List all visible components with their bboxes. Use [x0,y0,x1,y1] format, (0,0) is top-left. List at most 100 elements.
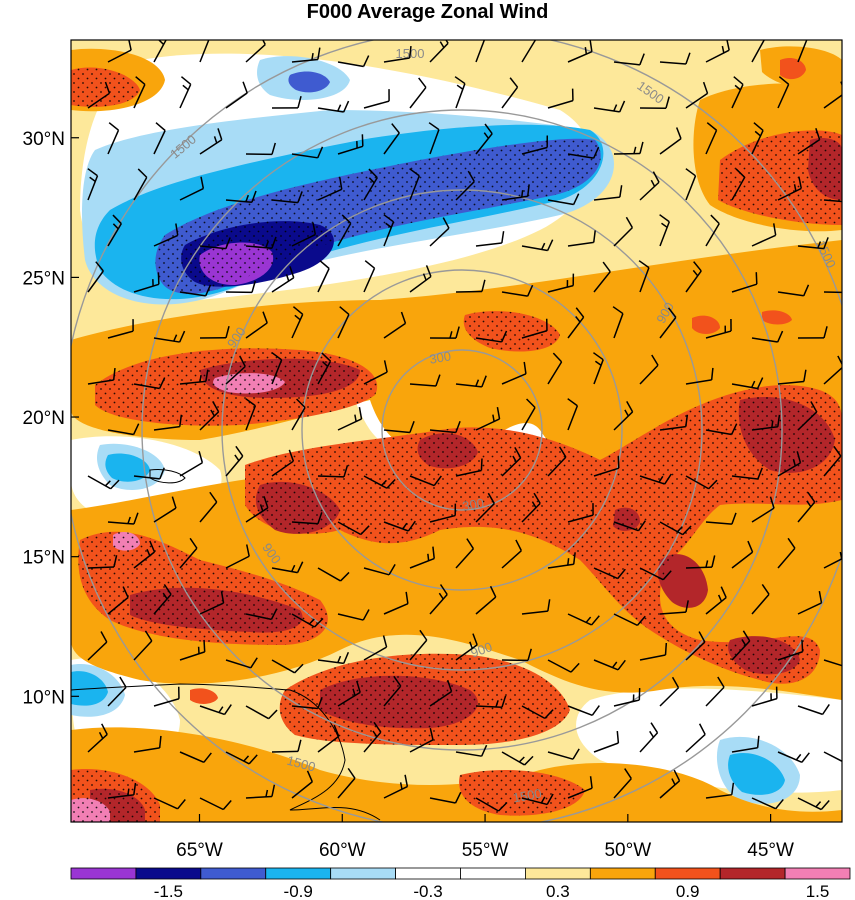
wind-barb [317,260,330,293]
range-ring-label: 300 [428,348,452,367]
wind-barb [501,539,523,569]
wind-barb [731,377,764,390]
wind-barb [87,631,108,661]
wind-barb [454,76,466,109]
wind-barb [639,642,668,661]
wind-barb [317,352,332,385]
wind-barb [612,306,624,339]
range-ring-label: 900 [469,639,495,661]
wind-barb [731,735,760,753]
wind-barb [383,311,407,339]
wind-barb [685,631,706,661]
wind-barb [777,451,802,477]
wind-barb [179,284,212,297]
wind-barb [751,686,778,707]
lat-tick-label: 25°N [23,268,65,289]
wind-barb [383,675,402,707]
colorbar-label: 1.5 [806,882,830,900]
wind-barb [613,216,634,247]
wind-barb [751,583,770,615]
wind-barb [705,122,718,155]
wind-barb [659,127,682,155]
wind-barb [751,496,775,523]
wind-barb [521,40,537,63]
wind-barb [705,586,727,615]
wind-barb [107,319,134,339]
wind-barb [475,123,493,155]
wind-barb [87,723,108,753]
wind-barb [613,53,645,66]
wind-barb [383,520,416,532]
wind-barb [225,544,250,569]
colorbar-swatch [135,867,202,880]
wind-barb [705,214,720,247]
wind-barb [751,122,764,155]
wind-barb [225,81,248,109]
coastline [71,683,381,821]
wind-barb [501,751,534,766]
wind-barb [199,237,231,250]
wind-barb [429,40,449,63]
wind-barb [659,676,680,707]
colorbar-swatch [330,867,396,880]
wind-barb [363,721,382,753]
wind-barb [317,724,340,753]
wind-barb [179,639,206,661]
lat-tick-label: 20°N [23,408,65,429]
wind-barb [153,686,180,707]
wind-barb [639,354,659,385]
wind-barb [705,676,725,707]
wind-barb [107,586,129,615]
wind-barb [291,47,321,63]
wind-barb [428,122,440,155]
wind-barb [225,190,257,203]
wind-barb [291,306,304,339]
wind-barb [731,272,758,293]
wind-barb [317,651,350,665]
wind-barb [225,355,246,385]
wind-barb [547,659,580,673]
wind-barb [751,40,766,63]
wind-barb [429,326,460,339]
wind-barb [567,613,600,626]
wind-barb [245,40,266,63]
wind-barb [501,77,519,109]
wind-barb [475,585,497,615]
colorbar-swatch [654,867,721,880]
wind-barb [337,55,370,68]
wind-barb [363,360,388,385]
wind-barb [199,797,232,811]
wind-barb [501,648,532,662]
wind-barb [337,680,361,707]
wind-barb [823,199,842,203]
wind-barb [317,100,350,113]
wind-barb [225,280,257,294]
wind-barb [639,171,660,201]
wind-barb [521,318,548,339]
wind-barb [245,784,276,799]
wind-barb [455,633,478,661]
wind-barb [567,40,593,63]
lon-tick-label: 60°W [319,840,366,861]
wind-barb [501,284,534,297]
wind-barb [639,722,659,753]
wind-barb [271,561,304,574]
wind-barb [613,688,641,707]
wind-barb [593,456,620,477]
wind-barb [153,122,166,155]
wind-barb [291,770,313,799]
wind-barb [429,679,453,707]
wind-barb [823,445,842,477]
colorbar-swatch [460,867,526,880]
wind-barb [613,613,646,627]
wind-barb [179,537,198,569]
wind-barb [501,361,527,385]
wind-barb [659,769,681,799]
wind-barb [383,214,395,247]
wind-barb [271,96,302,109]
wind-barb [153,584,172,615]
colorbar-swatch [200,867,267,880]
wind-barb [593,261,611,293]
wind-barb [291,512,323,525]
